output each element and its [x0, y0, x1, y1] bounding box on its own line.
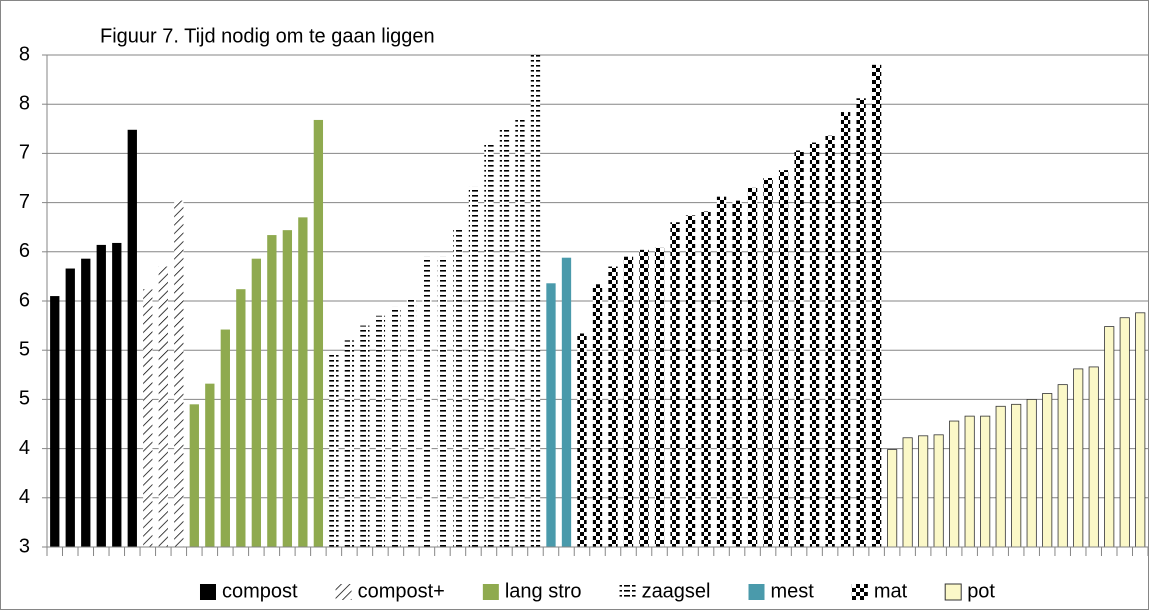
y-tick-label: 4 — [19, 437, 30, 459]
y-tick-label: 4 — [19, 486, 30, 508]
bar — [577, 333, 587, 547]
bar — [1026, 398, 1037, 548]
legend-label: zaagsel — [642, 580, 711, 602]
bar — [50, 296, 60, 547]
legend-label: pot — [967, 580, 995, 602]
bar — [639, 249, 649, 547]
y-tick-label: 3 — [19, 535, 30, 557]
bar — [902, 437, 913, 548]
y-tick-label: 7 — [19, 191, 30, 213]
bar — [189, 404, 199, 547]
y-tick-label: 6 — [19, 240, 30, 262]
bar — [344, 340, 355, 547]
legend-swatch — [482, 584, 499, 600]
bar — [623, 256, 634, 547]
bar — [468, 186, 479, 547]
legend-swatch — [944, 583, 962, 601]
bar — [530, 55, 541, 547]
legend-swatch — [199, 584, 216, 600]
bar — [918, 435, 929, 548]
bar — [546, 283, 556, 547]
bar — [422, 256, 432, 547]
bar — [391, 306, 401, 547]
bar — [592, 284, 603, 547]
bar — [298, 217, 308, 548]
bar — [809, 142, 820, 548]
bar — [1104, 326, 1115, 548]
bar — [96, 244, 106, 548]
y-tick-label: 8 — [19, 92, 30, 114]
bar — [437, 256, 448, 547]
bar — [282, 230, 293, 548]
bar — [1042, 393, 1053, 548]
bar — [778, 170, 789, 548]
bar — [329, 354, 339, 547]
bar — [670, 222, 680, 547]
bar — [81, 258, 91, 547]
bar — [158, 266, 168, 547]
bar — [406, 297, 417, 547]
bar — [949, 420, 960, 548]
bar — [732, 200, 742, 547]
bar — [747, 187, 758, 547]
bar — [763, 178, 773, 547]
bar — [685, 215, 696, 547]
y-tick-label: 6 — [19, 289, 30, 311]
bar — [143, 289, 153, 547]
bar — [933, 434, 944, 548]
bar — [65, 268, 75, 547]
bar — [701, 211, 711, 547]
bar — [1088, 366, 1099, 548]
bar — [1119, 317, 1130, 548]
y-tick-label: 5 — [19, 338, 30, 360]
legend-label: mat — [874, 580, 908, 602]
bar — [499, 127, 510, 547]
bar — [887, 449, 898, 548]
bar — [313, 119, 324, 547]
bar — [453, 227, 463, 547]
bar — [856, 98, 866, 548]
legend-swatch — [748, 584, 765, 600]
bar — [1073, 368, 1084, 548]
bar — [825, 135, 835, 548]
bar — [980, 415, 991, 548]
bar — [267, 235, 277, 547]
bar — [484, 142, 494, 548]
y-tick-label: 7 — [19, 142, 30, 164]
bar — [608, 266, 618, 547]
bar — [561, 257, 572, 547]
bar — [251, 258, 261, 547]
bar — [360, 325, 370, 547]
bar — [716, 196, 727, 548]
bar — [174, 200, 184, 547]
bar — [127, 129, 137, 547]
bar — [1135, 312, 1146, 548]
bar — [995, 405, 1006, 548]
legend-label: compost+ — [358, 580, 445, 602]
bar — [964, 415, 975, 548]
bar — [654, 247, 665, 547]
legend-swatch — [335, 584, 352, 600]
bar — [220, 329, 230, 547]
bar — [840, 112, 851, 548]
chart-title: Figuur 7. Tijd nodig om te gaan liggen — [100, 25, 435, 47]
bar — [794, 150, 804, 547]
bar — [1057, 384, 1068, 548]
y-tick-label: 5 — [19, 388, 30, 410]
bar — [1011, 403, 1022, 548]
y-tick-label: 8 — [19, 43, 30, 65]
legend-label: compost — [222, 580, 298, 602]
legend-label: mest — [771, 580, 815, 602]
legend-label: lang stro — [505, 580, 582, 602]
legend-swatch — [851, 584, 868, 600]
legend-swatch — [619, 584, 636, 600]
bar — [205, 383, 215, 547]
bar — [871, 64, 882, 547]
bar — [515, 119, 525, 547]
bar — [375, 315, 386, 547]
bar — [236, 289, 246, 547]
bar — [112, 242, 122, 547]
